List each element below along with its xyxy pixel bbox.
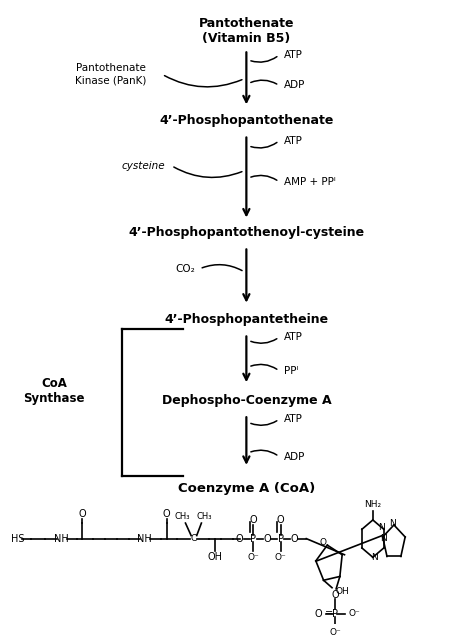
Text: O: O bbox=[163, 508, 171, 519]
Text: CO₂: CO₂ bbox=[175, 264, 195, 274]
Text: PPᴵ: PPᴵ bbox=[284, 366, 298, 376]
Text: P: P bbox=[250, 533, 256, 544]
Text: =: = bbox=[325, 608, 333, 618]
Text: ATP: ATP bbox=[284, 50, 303, 60]
Text: NH: NH bbox=[55, 533, 69, 544]
Text: NH: NH bbox=[137, 533, 152, 544]
Text: O: O bbox=[331, 590, 339, 600]
Text: Coenzyme A (CoA): Coenzyme A (CoA) bbox=[178, 482, 315, 495]
Text: NH₂: NH₂ bbox=[365, 500, 382, 509]
Text: O: O bbox=[250, 515, 257, 525]
Text: 4’-Phosphopantothenoyl-cysteine: 4’-Phosphopantothenoyl-cysteine bbox=[128, 226, 365, 239]
Text: P: P bbox=[278, 533, 283, 544]
Text: N: N bbox=[371, 553, 378, 562]
Text: O: O bbox=[263, 533, 271, 544]
Text: OH: OH bbox=[207, 553, 222, 562]
Text: ATP: ATP bbox=[284, 332, 303, 342]
Text: O: O bbox=[79, 508, 86, 519]
Text: ATP: ATP bbox=[284, 414, 303, 424]
Text: N: N bbox=[380, 534, 387, 543]
Text: 4’-Phosphopantetheine: 4’-Phosphopantetheine bbox=[164, 313, 328, 326]
Text: O: O bbox=[236, 533, 244, 544]
Text: O⁻: O⁻ bbox=[247, 553, 259, 562]
Text: cysteine: cysteine bbox=[121, 161, 165, 170]
Text: ATP: ATP bbox=[284, 136, 303, 145]
Text: ADP: ADP bbox=[284, 80, 305, 91]
Text: OH: OH bbox=[336, 587, 349, 596]
Text: P: P bbox=[332, 609, 338, 619]
Text: N: N bbox=[378, 523, 385, 532]
Text: CH₃: CH₃ bbox=[175, 512, 191, 521]
Text: 4’-Phosphopantothenate: 4’-Phosphopantothenate bbox=[159, 114, 334, 128]
Text: CoA
Synthase: CoA Synthase bbox=[24, 377, 85, 405]
Text: O⁻: O⁻ bbox=[348, 609, 360, 618]
Text: O: O bbox=[314, 609, 322, 619]
Text: O: O bbox=[277, 515, 284, 525]
Text: O: O bbox=[291, 533, 298, 544]
Text: O⁻: O⁻ bbox=[275, 553, 286, 562]
Text: Pantothenate
(Vitamin B5): Pantothenate (Vitamin B5) bbox=[199, 17, 294, 45]
Text: N: N bbox=[390, 519, 396, 528]
Text: ADP: ADP bbox=[284, 452, 305, 461]
Text: HS: HS bbox=[11, 533, 25, 544]
Text: O: O bbox=[319, 538, 326, 547]
Text: Dephospho-Coenzyme A: Dephospho-Coenzyme A bbox=[162, 394, 331, 407]
Text: C: C bbox=[191, 534, 197, 543]
Text: AMP + PPᴵ: AMP + PPᴵ bbox=[284, 177, 336, 187]
Text: Pantothenate
Kinase (PanK): Pantothenate Kinase (PanK) bbox=[75, 63, 146, 85]
Text: CH₃: CH₃ bbox=[196, 512, 212, 521]
Text: O⁻: O⁻ bbox=[329, 628, 341, 637]
